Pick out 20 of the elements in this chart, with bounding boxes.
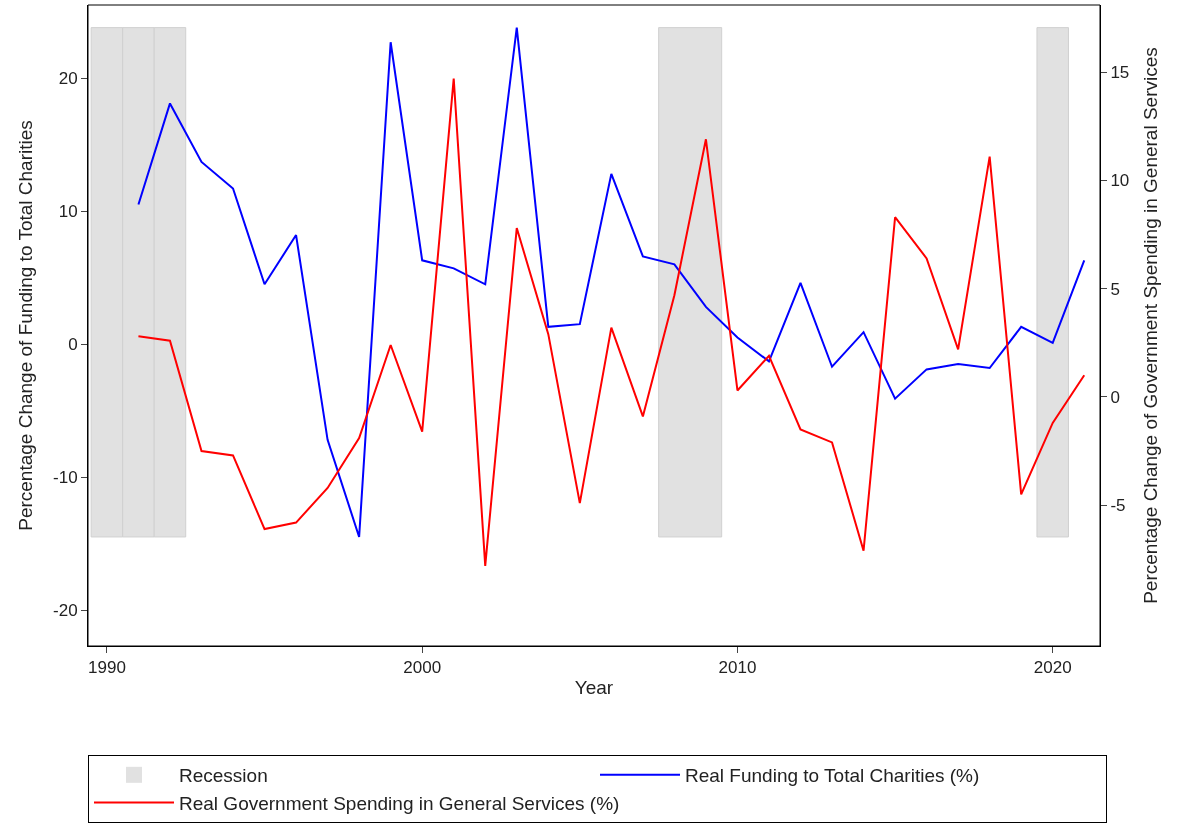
legend-label: Real Government Spending in General Services (%) — [179, 792, 620, 814]
y2-axis-title: Percentage Change of Government Spending in General Services — [1140, 47, 1162, 604]
y2-tick-label: 0 — [1110, 387, 1120, 407]
x-tick-label: 2020 — [1033, 658, 1072, 678]
y-tick-label: 20 — [58, 69, 78, 89]
y-tick-label: 10 — [58, 202, 78, 222]
y2-tick-label: 15 — [1110, 63, 1130, 83]
y2-tick-label: 5 — [1110, 279, 1120, 299]
x-axis-title: Year — [574, 677, 614, 699]
legend-label: Recession — [179, 765, 268, 787]
y2-tick-label: 10 — [1110, 171, 1130, 191]
y-tick-label: -20 — [53, 601, 78, 621]
y-tick-label: -10 — [53, 468, 78, 488]
y2-tick-label: -5 — [1110, 496, 1126, 516]
y-tick-label: 0 — [68, 335, 78, 355]
legend-label: Real Funding to Total Charities (%) — [685, 765, 980, 787]
y-axis-title: Percentage Change of Funding to Total Charities — [14, 120, 36, 531]
x-tick-label: 2000 — [403, 658, 442, 678]
x-tick-label: 1990 — [88, 658, 126, 678]
x-tick-label: 2010 — [718, 658, 757, 678]
